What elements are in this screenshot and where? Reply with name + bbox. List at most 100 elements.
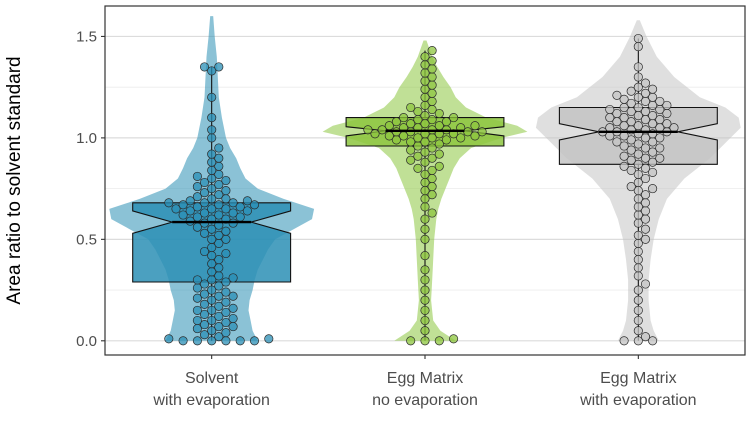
data-point	[434, 149, 444, 159]
data-point	[640, 106, 651, 117]
data-point	[214, 143, 224, 153]
data-point	[235, 202, 245, 212]
data-point	[185, 196, 195, 206]
data-point	[214, 281, 224, 291]
data-point	[207, 194, 217, 204]
data-point	[214, 153, 224, 163]
data-point	[199, 62, 210, 72]
data-point	[207, 125, 217, 135]
data-point	[470, 131, 480, 141]
data-point	[249, 336, 260, 346]
data-point	[221, 307, 231, 317]
data-point	[192, 192, 202, 202]
data-point	[185, 206, 195, 216]
data-point	[420, 169, 430, 179]
data-point	[199, 198, 210, 208]
data-point	[214, 255, 224, 265]
data-point	[214, 322, 224, 332]
data-point	[626, 86, 636, 96]
data-point	[207, 184, 217, 194]
data-point	[434, 139, 444, 149]
data-point	[640, 78, 651, 88]
data-point	[420, 326, 430, 336]
data-point	[662, 100, 672, 110]
data-point	[178, 210, 188, 220]
data-point	[207, 234, 217, 244]
data-point	[199, 320, 210, 330]
y-tick-label: 0.5	[76, 231, 97, 248]
data-point	[207, 66, 217, 76]
data-point	[228, 313, 238, 324]
data-point	[420, 111, 430, 121]
data-point	[626, 165, 636, 175]
data-point	[640, 143, 651, 153]
y-axis: 0.0 0.5 1.0 1.5	[76, 28, 105, 350]
x-tick-label-line1: Solvent	[185, 370, 239, 387]
data-point	[633, 285, 643, 295]
data-point	[420, 251, 430, 261]
data-point	[655, 133, 665, 143]
data-point	[214, 180, 224, 190]
data-point	[413, 151, 423, 161]
data-point	[655, 115, 665, 125]
data-point	[207, 285, 217, 295]
x-axis: Solvent with evaporation Egg Matrix no evap…	[152, 355, 697, 409]
data-point	[420, 315, 430, 326]
data-point	[477, 127, 487, 137]
data-point	[633, 326, 643, 336]
data-point	[470, 121, 480, 131]
data-point	[648, 147, 658, 157]
data-point	[413, 106, 423, 117]
data-point	[648, 157, 658, 167]
data-point	[449, 334, 459, 344]
data-point	[612, 108, 622, 119]
x-tick-label-line1: Egg Matrix	[387, 370, 463, 387]
data-point	[171, 204, 181, 214]
data-point	[199, 228, 210, 238]
data-point	[648, 184, 658, 194]
data-point	[633, 102, 643, 113]
data-point	[420, 285, 430, 295]
data-point	[640, 163, 651, 173]
data-point	[626, 98, 636, 108]
data-point	[228, 208, 238, 218]
x-tick-label-line2: with evaporation	[579, 392, 697, 409]
data-point	[640, 224, 651, 234]
data-point	[192, 202, 202, 212]
data-point	[655, 143, 665, 153]
data-point	[221, 297, 231, 307]
data-point	[456, 133, 466, 143]
data-point	[199, 299, 210, 309]
data-point	[228, 291, 238, 301]
data-point	[619, 336, 629, 346]
data-point	[207, 315, 217, 326]
data-point	[413, 163, 423, 173]
data-point	[221, 277, 231, 287]
data-point	[619, 141, 629, 151]
data-point	[626, 145, 636, 155]
data-point	[178, 336, 188, 346]
data-point	[199, 208, 210, 218]
data-point	[633, 230, 643, 240]
data-point	[626, 155, 636, 165]
data-point	[199, 177, 210, 188]
data-point	[633, 295, 643, 305]
x-tick-label-line2: no evaporation	[372, 392, 478, 409]
data-point	[207, 113, 217, 123]
data-point	[207, 204, 217, 214]
data-point	[633, 62, 643, 72]
data-point	[427, 46, 437, 56]
data-point	[640, 190, 651, 200]
data-point	[192, 293, 202, 303]
data-point	[207, 149, 217, 159]
data-point	[413, 133, 423, 143]
data-point	[207, 336, 217, 346]
data-point	[648, 111, 658, 121]
y-tick-label: 1.5	[76, 28, 97, 45]
data-point	[199, 246, 210, 257]
data-point	[427, 208, 437, 218]
data-point	[420, 157, 430, 167]
y-tick-label: 1.0	[76, 130, 97, 147]
data-point	[214, 210, 224, 220]
data-point	[207, 133, 217, 143]
